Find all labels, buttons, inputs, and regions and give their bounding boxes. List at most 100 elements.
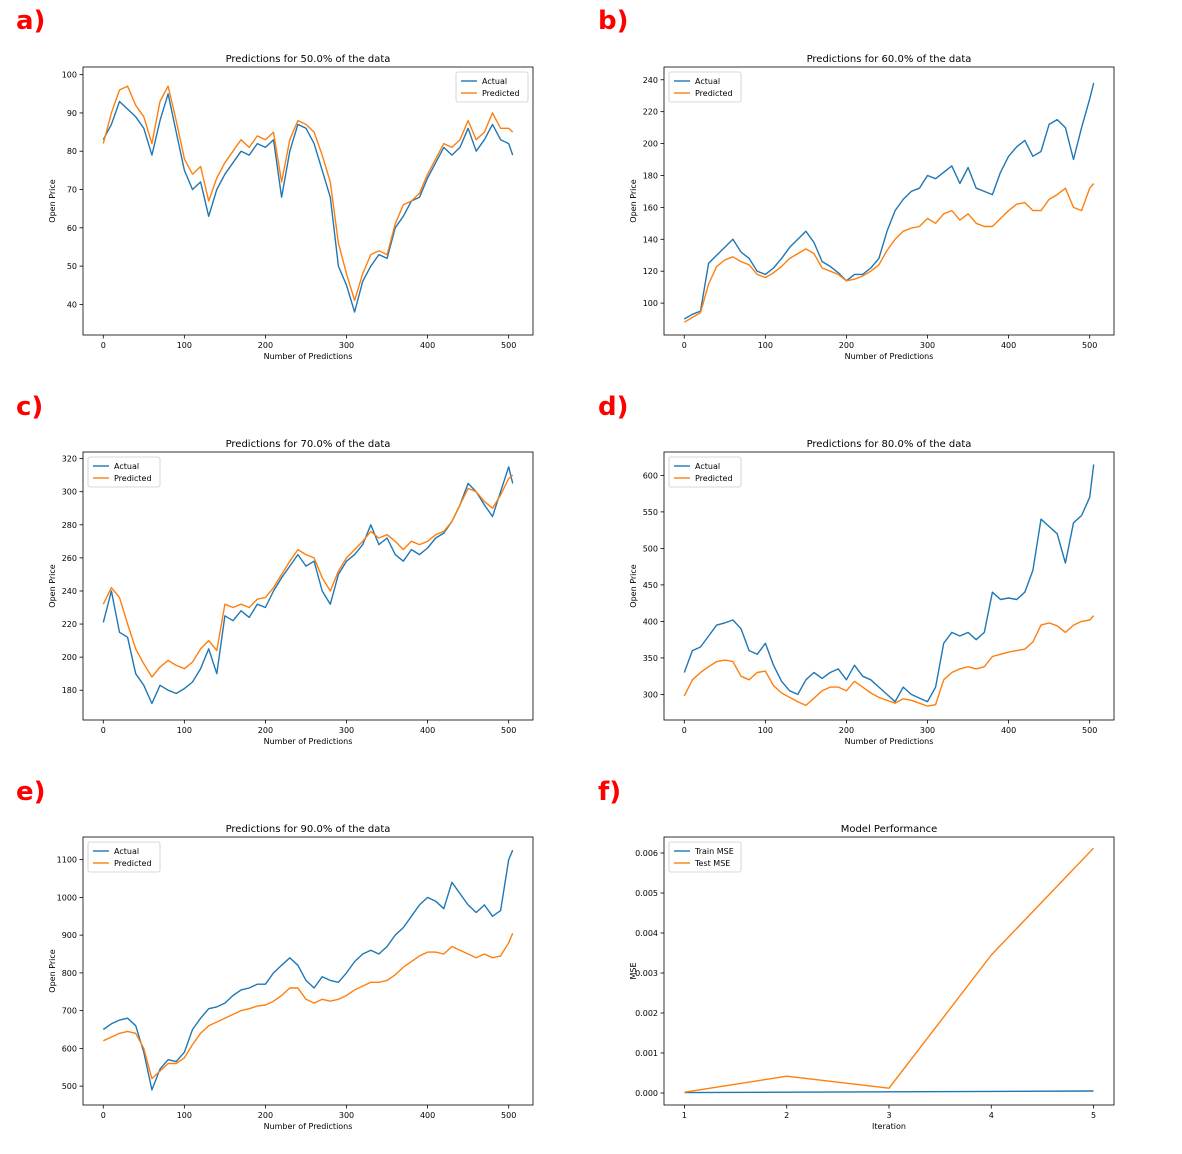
x-tick-label: 200 [258,726,273,735]
y-tick-label: 220 [62,620,77,629]
x-tick-label: 500 [501,1111,516,1120]
x-tick-label: 100 [758,341,773,350]
panel-letter-f: f) [598,777,622,807]
legend-label: Predicted [695,89,733,98]
legend-label: Predicted [482,89,520,98]
y-tick-label: 140 [643,235,658,244]
legend [668,71,742,103]
y-axis-label: Open Price [48,949,57,993]
y-tick-label: 500 [62,1082,77,1091]
chart-title: Predictions for 60.0% of the data [807,54,972,65]
y-tick-label: 180 [62,686,77,695]
x-tick-label: 4 [989,1111,994,1120]
x-tick-label: 0 [101,341,106,350]
x-axis-label: Number of Predictions [264,1122,353,1131]
y-tick-label: 700 [62,1007,77,1016]
x-tick-label: 1 [682,1111,687,1120]
chart-title: Predictions for 90.0% of the data [226,824,391,835]
y-tick-label: 300 [643,690,658,699]
legend-label: Actual [114,462,139,471]
chart-5: Model Performance 1 2 3 4 5 0.000 0.001 0.002 0.0… [629,824,1115,1131]
x-tick-label: 3 [886,1111,891,1120]
series-line-predicted [683,615,1095,707]
y-axis-label: Open Price [48,179,57,223]
chart-2: Predictions for 70.0% of the data 0 100 200… [48,439,534,746]
y-tick-label: 240 [62,587,77,596]
y-tick-label: 80 [67,147,77,156]
y-tick-label: 50 [67,262,77,271]
chart-title: Predictions for 50.0% of the data [226,54,391,65]
panel-letter-c: c) [16,392,44,422]
y-tick-label: 300 [62,488,77,497]
x-tick-label: 400 [1001,726,1016,735]
legend-label: Actual [695,462,720,471]
x-tick-label: 100 [177,726,192,735]
y-tick-label: 400 [643,617,658,626]
y-tick-label: 200 [62,653,77,662]
y-tick-label: 0.006 [635,849,658,858]
chart-0: Predictions for 50.0% of the data 0 100 200… [48,54,534,361]
legend [668,841,742,873]
legend-label: Actual [114,847,139,856]
y-tick-label: 90 [67,109,77,118]
legend-label: Predicted [114,474,152,483]
legend-label: Actual [695,77,720,86]
x-tick-label: 500 [1082,726,1097,735]
y-tick-label: 0.000 [635,1089,658,1098]
y-axis-label: Open Price [48,564,57,608]
legend-label: Predicted [114,859,152,868]
x-tick-label: 200 [258,341,273,350]
y-tick-label: 100 [643,299,658,308]
y-tick-label: 100 [62,71,77,80]
series-line-actual [683,82,1095,320]
series-line-predicted [683,183,1095,323]
series-line-predicted [102,85,514,302]
y-tick-label: 160 [643,203,658,212]
x-tick-label: 400 [420,341,435,350]
y-axis-label: MSE [629,962,638,979]
x-tick-label: 200 [839,726,854,735]
legend-label: Train MSE [694,847,734,856]
y-tick-label: 550 [643,508,658,517]
y-tick-label: 350 [643,654,658,663]
legend-label: Test MSE [694,859,730,868]
x-tick-label: 400 [420,1111,435,1120]
x-tick-label: 100 [177,341,192,350]
y-tick-label: 0.001 [635,1049,658,1058]
plot-frame [663,451,1115,721]
y-tick-label: 60 [67,224,77,233]
y-axis-label: Open Price [629,179,638,223]
legend-label: Actual [482,77,507,86]
x-tick-label: 200 [258,1111,273,1120]
legend [668,456,742,488]
series-line-actual [102,849,514,1091]
y-tick-label: 900 [62,931,77,940]
y-tick-label: 320 [62,455,77,464]
y-tick-label: 40 [67,300,77,309]
x-axis-label: Number of Predictions [845,352,934,361]
x-axis-label: Number of Predictions [264,352,353,361]
y-tick-label: 600 [643,471,658,480]
plot-frame [82,451,534,721]
x-tick-label: 400 [420,726,435,735]
plot-frame [663,66,1115,336]
series-line-train-mse [684,1090,1094,1094]
chart-title: Predictions for 80.0% of the data [807,439,972,450]
panel-letter-a: a) [16,6,46,36]
y-tick-label: 280 [62,521,77,530]
y-tick-label: 220 [643,108,658,117]
legend-label: Predicted [695,474,733,483]
legend [87,456,161,488]
x-tick-label: 500 [501,726,516,735]
legend [87,841,161,873]
legend [455,71,529,103]
chart-title: Model Performance [841,824,938,835]
x-tick-label: 0 [101,1111,106,1120]
y-tick-label: 450 [643,581,658,590]
y-axis-label: Open Price [629,564,638,608]
y-tick-label: 500 [643,544,658,553]
y-tick-label: 0.003 [635,969,658,978]
y-tick-label: 0.005 [635,889,658,898]
series-line-predicted [103,933,514,1080]
